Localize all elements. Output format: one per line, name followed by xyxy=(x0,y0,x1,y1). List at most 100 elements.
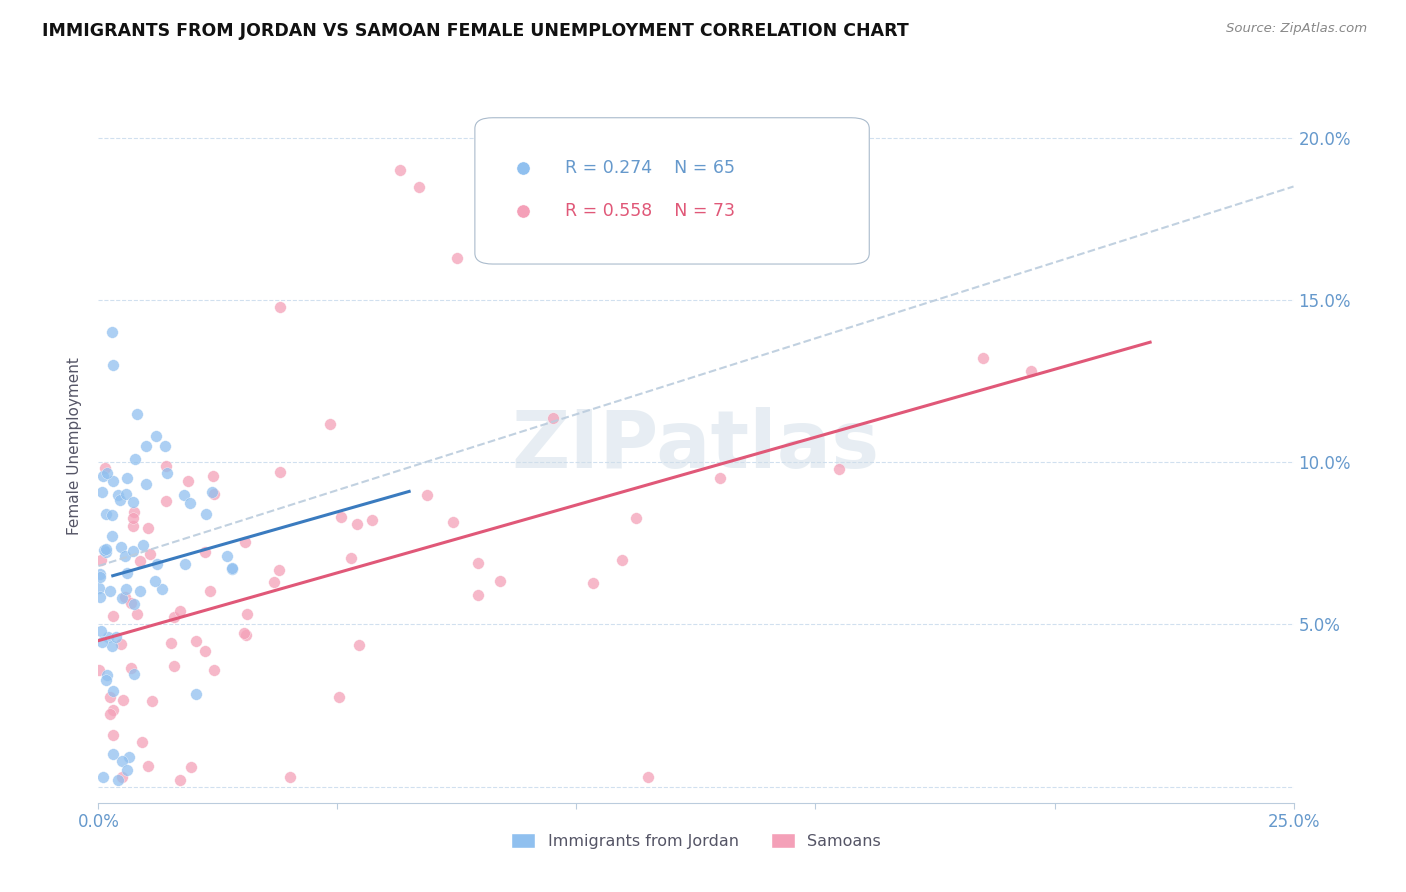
Point xyxy=(136,520,159,534)
Point xyxy=(90,624,112,639)
Point xyxy=(100,508,122,523)
Point xyxy=(200,584,222,599)
Point xyxy=(110,541,132,555)
Point xyxy=(179,496,201,510)
Point xyxy=(136,759,159,773)
Point xyxy=(146,557,169,571)
Point xyxy=(111,754,134,768)
Point xyxy=(173,488,195,502)
Point xyxy=(101,358,124,372)
Point xyxy=(118,750,141,764)
Point xyxy=(169,773,191,788)
Point xyxy=(101,639,124,653)
Point xyxy=(180,759,202,773)
Point xyxy=(91,635,114,649)
Point xyxy=(96,541,118,556)
Point xyxy=(122,544,145,558)
Point xyxy=(202,487,225,501)
Point xyxy=(114,549,136,563)
Point xyxy=(96,545,118,559)
Point xyxy=(141,694,163,708)
Point xyxy=(236,607,259,622)
Point xyxy=(94,507,117,521)
Point xyxy=(101,529,124,543)
Point xyxy=(124,452,146,467)
Point xyxy=(115,487,138,501)
Point xyxy=(112,693,135,707)
Point xyxy=(263,575,285,590)
Point xyxy=(98,690,121,704)
Point xyxy=(155,494,177,508)
Point xyxy=(201,484,224,499)
Point xyxy=(828,461,851,475)
Point xyxy=(103,684,125,698)
Point xyxy=(145,574,167,588)
Point xyxy=(89,569,111,583)
Point xyxy=(186,633,208,648)
Point xyxy=(89,581,111,595)
Point xyxy=(104,630,127,644)
Point xyxy=(169,604,191,618)
Point xyxy=(111,770,134,784)
Point xyxy=(120,661,142,675)
Point xyxy=(489,574,512,589)
Point xyxy=(278,770,301,784)
Point xyxy=(96,467,118,481)
Point xyxy=(139,547,162,561)
Point xyxy=(232,626,254,640)
Y-axis label: Female Unemployment: Female Unemployment xyxy=(67,357,83,535)
Point xyxy=(624,510,647,524)
Point xyxy=(101,703,124,717)
Point xyxy=(96,631,118,645)
Point xyxy=(202,663,225,677)
Point xyxy=(233,534,256,549)
Point xyxy=(101,747,124,761)
Point xyxy=(269,300,291,314)
Point xyxy=(93,543,115,558)
Point xyxy=(194,508,217,522)
Point xyxy=(184,687,207,701)
Point xyxy=(221,562,243,576)
Point xyxy=(346,516,368,531)
Point xyxy=(91,770,114,784)
Point xyxy=(124,505,146,519)
Point xyxy=(194,644,217,658)
Point xyxy=(90,552,112,566)
Point xyxy=(121,519,143,533)
Point xyxy=(217,549,239,563)
Point xyxy=(122,597,145,611)
Point xyxy=(129,554,152,568)
Point xyxy=(155,458,177,473)
Point xyxy=(108,493,131,508)
Text: R = 0.558    N = 73: R = 0.558 N = 73 xyxy=(565,202,734,219)
Point xyxy=(134,477,156,491)
Point xyxy=(101,608,124,623)
Point xyxy=(107,488,129,502)
Point xyxy=(330,510,353,524)
Text: IMMIGRANTS FROM JORDAN VS SAMOAN FEMALE UNEMPLOYMENT CORRELATION CHART: IMMIGRANTS FROM JORDAN VS SAMOAN FEMALE … xyxy=(42,22,908,40)
Point xyxy=(155,439,177,453)
Point xyxy=(129,583,152,598)
Point xyxy=(163,610,186,624)
Point xyxy=(115,566,138,581)
Point xyxy=(135,439,157,453)
Point xyxy=(145,429,167,443)
Legend: Immigrants from Jordan, Samoans: Immigrants from Jordan, Samoans xyxy=(505,827,887,855)
Point xyxy=(446,251,468,265)
Point xyxy=(114,591,136,605)
Point xyxy=(415,488,437,502)
Point xyxy=(115,582,138,596)
Point xyxy=(347,638,370,652)
Point xyxy=(115,764,138,778)
Point xyxy=(408,179,430,194)
Point xyxy=(121,495,143,509)
Point xyxy=(101,728,124,742)
Point xyxy=(610,553,633,567)
Point xyxy=(467,557,489,571)
Point xyxy=(122,666,145,681)
Point xyxy=(582,575,605,590)
Point xyxy=(159,636,181,650)
Point xyxy=(121,511,143,525)
Text: ZIPatlas: ZIPatlas xyxy=(512,407,880,485)
Text: R = 0.274    N = 65: R = 0.274 N = 65 xyxy=(565,159,734,177)
